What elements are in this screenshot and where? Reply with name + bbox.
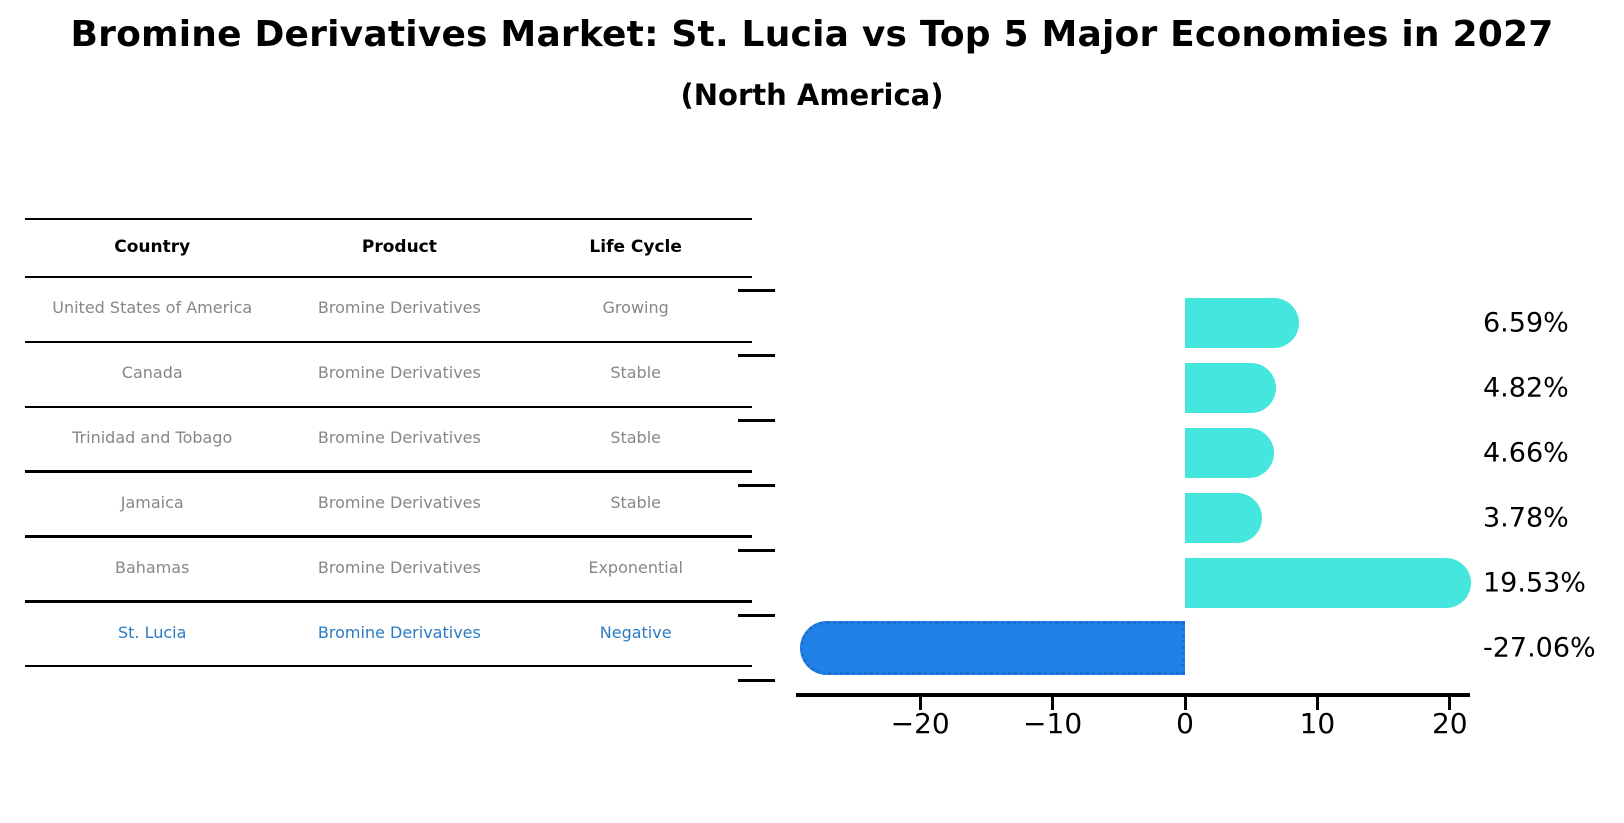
- bar-value-label: 19.53%: [1483, 567, 1586, 599]
- product-cell: Bromine Derivatives: [317, 298, 481, 318]
- bar-value-label: 4.66%: [1483, 437, 1569, 469]
- product-cell: Bromine Derivatives: [317, 428, 481, 448]
- column-header-product: Product: [361, 237, 437, 257]
- table-rule: [25, 664, 752, 668]
- x-axis-tick: [1183, 696, 1187, 710]
- table-rule: [25, 276, 752, 279]
- lifecycle-cell: Negative: [599, 622, 672, 642]
- country-cell: Bahamas: [114, 557, 190, 577]
- table-rule: [25, 340, 752, 344]
- lifecycle-cell: Stable: [610, 428, 661, 448]
- x-axis-tick: [1448, 696, 1452, 710]
- table-row: St. Lucia Bromine Derivatives Negative: [25, 622, 752, 644]
- product-cell: Bromine Derivatives: [317, 557, 481, 577]
- y-axis-tick: [738, 613, 775, 617]
- y-axis-tick: [738, 353, 775, 357]
- bar-united-states-of-america: [1185, 298, 1300, 348]
- x-axis-line: [796, 693, 1470, 697]
- country-cell: United States of America: [52, 298, 253, 318]
- country-cell: St. Lucia: [118, 622, 187, 642]
- x-axis-tick: [1315, 696, 1319, 710]
- table-row: Trinidad and Tobago Bromine Derivatives St…: [25, 427, 752, 449]
- x-axis-tick: [918, 696, 922, 710]
- column-header-country: Country: [114, 237, 191, 257]
- table-rule: [25, 535, 752, 538]
- x-axis-tick-label: 0: [1176, 707, 1194, 740]
- x-axis-tick-label: −20: [890, 707, 950, 740]
- bar-st-lucia: [799, 621, 1185, 675]
- y-axis-tick: [738, 418, 775, 422]
- table-row: Jamaica Bromine Derivatives Stable: [25, 492, 752, 514]
- lifecycle-cell: Growing: [602, 298, 669, 318]
- table-row: Bahamas Bromine Derivatives Exponential: [25, 557, 752, 579]
- y-axis-tick: [738, 483, 775, 487]
- table-rule: [25, 470, 752, 473]
- product-cell: Bromine Derivatives: [317, 492, 481, 512]
- bar-value-label: 4.82%: [1483, 372, 1569, 404]
- lifecycle-cell: Stable: [610, 363, 661, 383]
- product-cell: Bromine Derivatives: [317, 622, 481, 642]
- bar-value-label: 6.59%: [1483, 307, 1569, 339]
- table-header-row: Country Product Life Cycle: [25, 236, 752, 258]
- product-cell: Bromine Derivatives: [317, 363, 481, 383]
- lifecycle-cell: Exponential: [588, 557, 683, 577]
- table-rule: [25, 600, 752, 603]
- x-axis-tick-label: 10: [1299, 707, 1336, 740]
- y-axis-tick: [738, 288, 775, 292]
- y-axis-tick: [738, 678, 775, 682]
- country-cell: Jamaica: [120, 492, 184, 512]
- country-cell: Trinidad and Tobago: [72, 428, 233, 448]
- bar-value-label: -27.06%: [1483, 632, 1596, 664]
- y-axis-tick: [738, 548, 775, 552]
- country-table: Country Product Life Cycle United States…: [25, 218, 752, 668]
- table-rule: [25, 218, 752, 221]
- table-row: United States of America Bromine Derivati…: [25, 297, 752, 319]
- bar-bahamas: [1185, 558, 1471, 608]
- x-axis-tick-label: −10: [1023, 707, 1083, 740]
- x-axis-tick: [1051, 696, 1055, 710]
- x-axis-tick-label: 20: [1431, 707, 1468, 740]
- column-header-lifecycle: Life Cycle: [589, 237, 682, 257]
- bar-value-label: 3.78%: [1483, 502, 1569, 534]
- bar-trinidad-and-tobago: [1185, 428, 1274, 478]
- chart-title: Bromine Derivatives Market: St. Lucia vs…: [70, 14, 1554, 55]
- table-rule: [25, 405, 752, 409]
- table-row: Canada Bromine Derivatives Stable: [25, 362, 752, 384]
- bar-canada: [1185, 363, 1276, 413]
- lifecycle-cell: Stable: [610, 492, 661, 512]
- country-cell: Canada: [121, 363, 183, 383]
- chart-subtitle: (North America): [680, 78, 944, 112]
- bar-jamaica: [1185, 493, 1263, 543]
